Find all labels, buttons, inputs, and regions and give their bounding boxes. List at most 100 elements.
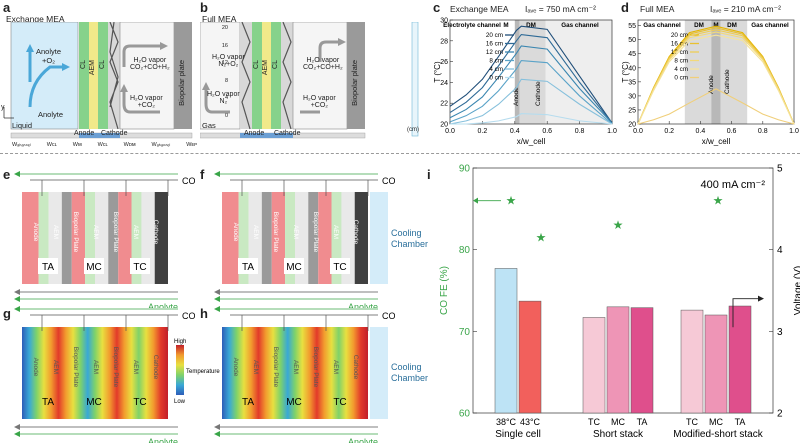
panel-c-current: Iₐᵥₑ = 750 mA cm⁻² — [525, 4, 596, 14]
plot-frame — [449, 19, 613, 125]
y-tick-label: 22 — [440, 101, 448, 108]
region-label-0: Gas channel — [643, 22, 681, 29]
region-label-1: M — [503, 22, 508, 29]
temperature-colorbar: High Low Temperature — [174, 339, 220, 405]
length-scale-unit: (cm) — [407, 127, 419, 133]
cl-label-1: CL — [80, 60, 87, 69]
anolyte-o2-label: Anolyte +O₂ — [36, 47, 62, 65]
stack-layer-label: AEM — [52, 225, 59, 239]
y-tick-label: 60 — [459, 409, 471, 420]
y-axis-label: y — [1, 104, 5, 111]
co2-label: CO₂ — [182, 176, 195, 186]
stack-layer — [285, 192, 295, 284]
stack-layer — [38, 192, 49, 284]
panel-letter-c: c — [433, 0, 441, 15]
region-label-2: M — [713, 22, 718, 29]
electrode-label-0: Anode — [708, 75, 715, 94]
y-tick-label: 35 — [628, 79, 636, 86]
cooling-chamber — [370, 327, 388, 419]
group-label: Short stack — [593, 429, 644, 440]
x-tick-label: 0.0 — [633, 128, 643, 135]
group-label: Single cell — [495, 429, 541, 440]
anolyte-label: Anolyte — [148, 437, 178, 443]
panel-letter-h: h — [200, 306, 208, 321]
b-cathode-label: Cathode — [274, 130, 301, 137]
stack-layer — [331, 192, 342, 284]
cell-label-box — [238, 258, 258, 274]
arrow-left-icon — [473, 197, 478, 204]
colorbar-gradient — [176, 345, 184, 395]
y-tick-label: 24 — [440, 80, 448, 87]
stack-layer — [22, 192, 39, 284]
y-tick-label: 30 — [628, 93, 636, 100]
panel-letter-e: e — [3, 167, 11, 182]
x-tick-label: 0.6 — [727, 128, 737, 135]
anolyte-label: Anolyte — [348, 437, 378, 443]
fe-bar — [494, 268, 518, 414]
y-axis-label: CO FE (%) — [439, 266, 450, 315]
cathode-label: Cathode — [101, 130, 128, 137]
stack-layer — [61, 192, 72, 284]
cell-label: TA — [242, 262, 254, 273]
panel-letter-i: i — [427, 167, 431, 182]
width-labels: Wₐₕₐₙₙₑₗ Wᴄʟ Wᴍ Wᴄʟ Wᴅᴍ Wₐₕₐₙₙₑₗ Wᴇᴘ — [12, 142, 197, 148]
x-tick-label: 0.0 — [445, 128, 455, 135]
stack-layer-label: AEM — [252, 225, 259, 239]
stack-layer-label: AEM — [52, 360, 59, 374]
cell-label-box — [284, 258, 304, 274]
bar-category-label: 38°C — [496, 417, 517, 427]
region-label-3: Gas channel — [561, 22, 599, 29]
region-label-1: DM — [694, 22, 704, 29]
y2-tick-label: 3 — [777, 327, 783, 338]
series-line-0cm — [637, 88, 795, 125]
b-anode-label: Anode — [244, 130, 265, 137]
arrow-left-icon — [214, 171, 220, 177]
panel-letter-a: a — [3, 0, 11, 15]
bipolar-plate-label: Biopolar plate — [177, 60, 186, 106]
stack-e: Anode AEM Biopolar Plate AEM Biopolar Plate A… — [14, 171, 195, 308]
gas-label: Gas — [202, 121, 216, 130]
legend-label: 8 cm — [489, 58, 503, 65]
y2-tick-label: 5 — [777, 164, 783, 175]
y-tick-label: 30 — [440, 18, 448, 25]
x-tick-label: 1.0 — [789, 128, 799, 135]
stack-layer — [222, 192, 239, 284]
stack-layer-label: Biopolar Plate — [312, 347, 319, 388]
cooling-chamber-label: Cooling Chamber — [391, 228, 429, 249]
b-bipolar-plate-label: Biopolar plate — [350, 60, 359, 106]
bar-category-label: MC — [709, 417, 723, 427]
series-line-0cm — [450, 113, 613, 125]
right-axis-pointer — [732, 298, 758, 328]
stack-layer-label: Biopolar Plate — [312, 212, 319, 253]
n2-bottom-label: H₂O vapor N₂ — [207, 91, 240, 105]
legend-label: 20 cm — [671, 32, 688, 39]
arrow-left-icon — [14, 289, 20, 295]
panel-letter-d: d — [621, 0, 629, 15]
x-tick-label: 0.4 — [696, 128, 706, 135]
panel-d-current: Iₐᵥₑ = 210 mA cm⁻² — [710, 4, 781, 14]
stack-layer-label: AEM — [252, 360, 259, 374]
anolyte-label: Anolyte — [148, 302, 178, 308]
b-vapor-bottom-label: H₂O vapor +CO₂ — [303, 95, 336, 109]
y-tick-label: 90 — [459, 164, 471, 175]
length-scale-ticks: 20 16 12 8 4 0 — [221, 25, 228, 119]
n2-top-label: H₂O vapor N₂+O₂ — [212, 54, 245, 68]
x-tick-label: 0.8 — [575, 128, 585, 135]
co2-label: CO₂ — [382, 311, 395, 321]
arrow-left-icon — [14, 424, 20, 430]
vapor-top-label: H₂O vapor CO₂+CO+H₂ — [130, 57, 170, 71]
y-tick-label: 20 — [628, 122, 636, 129]
b-cl-label-1: CL — [253, 60, 260, 69]
legend-label: 4 cm — [489, 66, 503, 73]
cell-label-box — [38, 258, 58, 274]
stack-layer-label: Biopolar Plate — [72, 347, 79, 388]
bar-category-label: TA — [637, 417, 648, 427]
co2-label: CO₂ — [382, 176, 395, 186]
arrow-left-icon — [14, 296, 20, 302]
series-line-12cm — [449, 45, 613, 124]
arrow-left-icon — [214, 431, 220, 437]
stack-layer — [261, 192, 272, 284]
voltage-star: ★ — [713, 194, 724, 208]
cooling-chamber — [370, 192, 388, 284]
cell-label: TA — [242, 397, 254, 408]
